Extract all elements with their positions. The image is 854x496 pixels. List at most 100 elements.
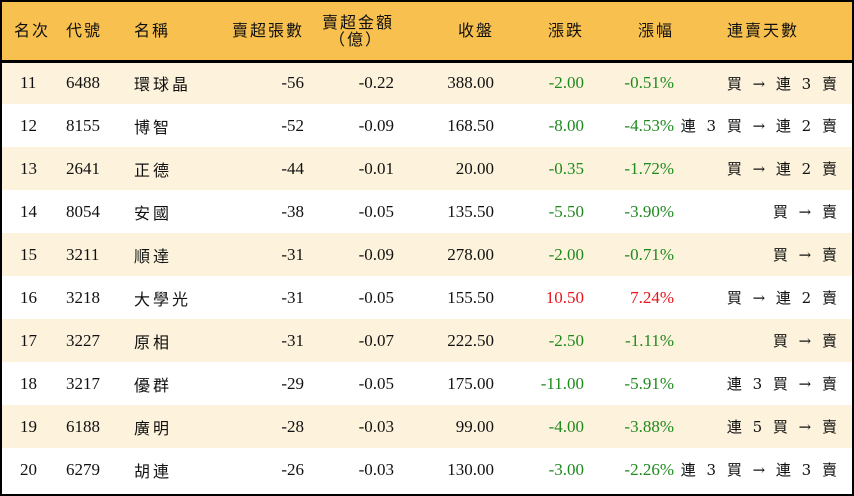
cell-net-sell-sheets: -31 xyxy=(281,330,304,350)
cell-net-sell-amount: -0.05 xyxy=(358,373,394,393)
cell-close-price: 222.50 xyxy=(447,330,494,350)
cell-price-change: -2.50 xyxy=(548,330,584,350)
cell-net-sell-amount: -0.22 xyxy=(358,73,394,93)
cell-stock-code: 3227 xyxy=(66,330,100,350)
table-row: 13 2641 正德 -44 -0.01 20.00 -0.35 -1.72% … xyxy=(2,147,852,190)
cell-stock-name: 廣明 xyxy=(134,418,173,438)
header-streak: 連賣天數 xyxy=(674,2,852,63)
cell-net-sell-sheets: -44 xyxy=(281,158,304,178)
header-code: 代號 xyxy=(62,2,132,63)
cell-net-sell-sheets: -38 xyxy=(281,201,304,221)
table-row: 11 6488 環球晶 -56 -0.22 388.00 -2.00 -0.51… xyxy=(2,61,852,104)
cell-stock-name: 環球晶 xyxy=(134,75,192,95)
cell-stock-name: 優群 xyxy=(134,375,173,395)
table-row: 12 8155 博智 -52 -0.09 168.50 -8.00 -4.53%… xyxy=(2,104,852,147)
cell-price-change: -4.00 xyxy=(548,416,584,436)
cell-stock-name: 原相 xyxy=(134,332,173,352)
cell-streak: 連 3 買 → 連 3 賣 xyxy=(680,461,840,479)
table-header-row: 名次 代號 名稱 賣超張數 賣超金額 （億） 收盤 漲跌 漲幅 連賣天數 xyxy=(2,2,852,63)
cell-stock-name: 大學光 xyxy=(134,289,192,309)
cell-net-sell-amount: -0.01 xyxy=(358,158,394,178)
cell-streak: 買 → 連 3 賣 xyxy=(726,74,840,93)
cell-close-price: 135.50 xyxy=(447,201,494,221)
cell-rank: 16 xyxy=(20,287,37,307)
cell-change-pct: -3.90% xyxy=(624,201,674,221)
cell-change-pct: -5.91% xyxy=(624,373,674,393)
cell-rank: 12 xyxy=(20,115,37,135)
table-row: 19 6188 廣明 -28 -0.03 99.00 -4.00 -3.88% … xyxy=(2,405,852,448)
header-change-pct: 漲幅 xyxy=(584,2,674,63)
header-close: 收盤 xyxy=(394,2,494,63)
cell-stock-name: 順達 xyxy=(134,246,173,266)
cell-close-price: 388.00 xyxy=(447,73,494,93)
header-net-sell-sheets: 賣超張數 xyxy=(222,2,304,63)
cell-streak: 連 3 買 → 連 2 賣 xyxy=(680,117,840,135)
cell-price-change: -2.00 xyxy=(548,244,584,264)
cell-net-sell-sheets: -52 xyxy=(281,115,304,135)
table-row: 20 6279 胡連 -26 -0.03 130.00 -3.00 -2.26%… xyxy=(2,448,852,491)
cell-rank: 20 xyxy=(20,459,37,479)
cell-price-change: -8.00 xyxy=(548,115,584,135)
table-body: 11 6488 環球晶 -56 -0.22 388.00 -2.00 -0.51… xyxy=(2,61,852,491)
cell-close-price: 278.00 xyxy=(447,244,494,264)
cell-close-price: 99.00 xyxy=(455,416,494,436)
cell-streak: 買 → 連 2 賣 xyxy=(726,160,840,178)
cell-net-sell-amount: -0.05 xyxy=(358,287,394,307)
cell-stock-code: 6188 xyxy=(66,416,100,436)
cell-net-sell-amount: -0.05 xyxy=(358,201,394,221)
cell-rank: 15 xyxy=(20,244,37,264)
cell-price-change: 10.50 xyxy=(545,287,584,307)
cell-price-change: -5.50 xyxy=(548,201,584,221)
cell-stock-code: 8155 xyxy=(66,115,100,135)
cell-price-change: -3.00 xyxy=(548,459,584,479)
cell-net-sell-sheets: -56 xyxy=(281,73,304,93)
cell-stock-name: 胡連 xyxy=(134,461,173,481)
cell-close-price: 20.00 xyxy=(455,158,494,178)
cell-net-sell-amount: -0.07 xyxy=(358,330,394,350)
cell-change-pct: -3.88% xyxy=(624,416,674,436)
cell-net-sell-amount: -0.09 xyxy=(358,115,394,135)
cell-net-sell-amount: -0.09 xyxy=(358,244,394,264)
cell-net-sell-sheets: -26 xyxy=(281,459,304,479)
header-rank: 名次 xyxy=(2,2,62,63)
table-row: 16 3218 大學光 -31 -0.05 155.50 10.50 7.24%… xyxy=(2,276,852,319)
cell-stock-code: 3211 xyxy=(66,244,100,264)
table-row: 14 8054 安國 -38 -0.05 135.50 -5.50 -3.90%… xyxy=(2,190,852,233)
cell-net-sell-sheets: -28 xyxy=(281,416,304,436)
cell-streak: 連 5 買 → 賣 xyxy=(726,418,840,436)
cell-stock-code: 6279 xyxy=(66,459,100,479)
cell-net-sell-sheets: -31 xyxy=(281,244,304,264)
cell-rank: 11 xyxy=(20,73,37,93)
cell-net-sell-sheets: -29 xyxy=(281,373,304,393)
cell-price-change: -2.00 xyxy=(548,73,584,93)
header-net-sell-amount-label: 賣超金額 xyxy=(321,12,394,32)
header-net-sell-amount: 賣超金額 （億） xyxy=(304,2,394,63)
header-net-sell-amount-unit: （億） xyxy=(328,29,383,49)
table-row: 18 3217 優群 -29 -0.05 175.00 -11.00 -5.91… xyxy=(2,362,852,405)
cell-change-pct: -4.53% xyxy=(624,115,674,135)
cell-streak: 買 → 連 2 賣 xyxy=(726,289,840,307)
cell-stock-name: 正德 xyxy=(134,160,173,180)
cell-stock-code: 3218 xyxy=(66,287,100,307)
cell-net-sell-sheets: -31 xyxy=(281,287,304,307)
cell-streak: 買 → 賣 xyxy=(772,246,840,264)
cell-net-sell-amount: -0.03 xyxy=(358,459,394,479)
cell-change-pct: -2.26% xyxy=(624,459,674,479)
cell-rank: 13 xyxy=(20,158,37,178)
cell-price-change: -11.00 xyxy=(540,373,584,393)
cell-change-pct: -1.11% xyxy=(625,330,674,350)
cell-rank: 19 xyxy=(20,416,37,436)
header-name: 名稱 xyxy=(132,2,222,63)
table-row: 17 3227 原相 -31 -0.07 222.50 -2.50 -1.11%… xyxy=(2,319,852,362)
cell-change-pct: -0.71% xyxy=(624,244,674,264)
cell-streak: 連 3 買 → 賣 xyxy=(726,375,840,393)
cell-rank: 14 xyxy=(20,201,37,221)
cell-change-pct: 7.24% xyxy=(630,287,674,307)
cell-change-pct: -1.72% xyxy=(624,158,674,178)
cell-stock-name: 博智 xyxy=(134,117,173,137)
table-row: 15 3211 順達 -31 -0.09 278.00 -2.00 -0.71%… xyxy=(2,233,852,276)
cell-stock-code: 3217 xyxy=(66,373,100,393)
cell-streak: 買 → 賣 xyxy=(772,332,840,350)
